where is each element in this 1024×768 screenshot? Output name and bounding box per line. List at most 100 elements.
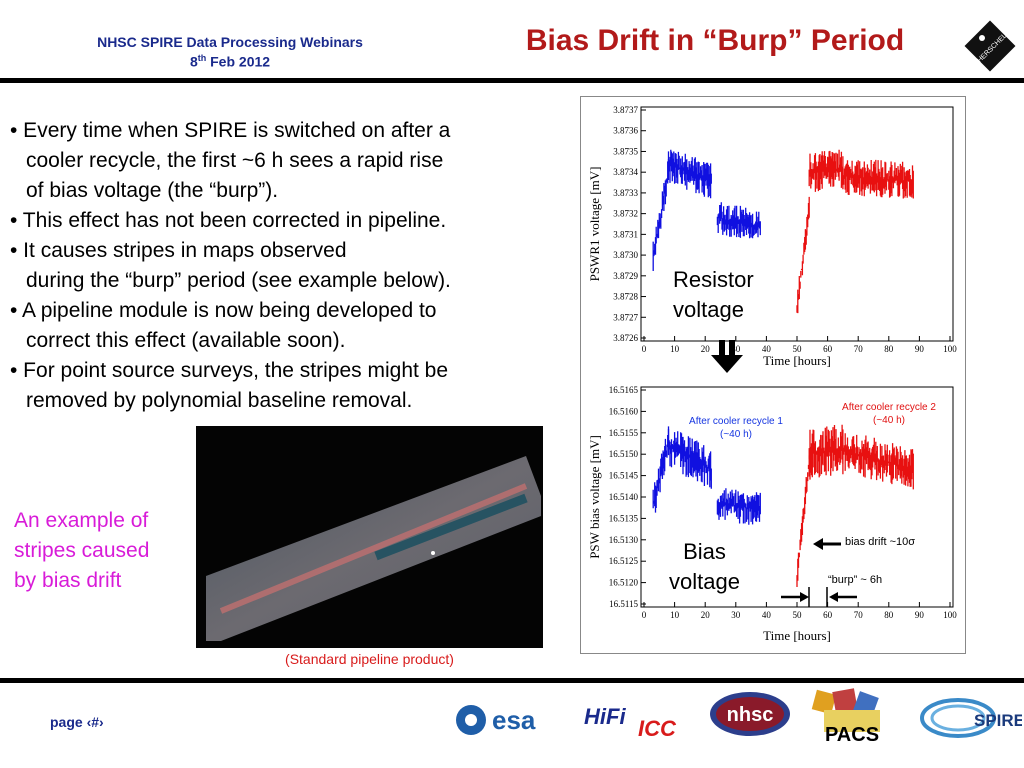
hifi-icc-logo: HiFi ICC [580, 700, 690, 741]
y-tick-label: 16.5160 [609, 406, 639, 416]
y-tick-label: 3.8736 [613, 126, 638, 136]
y-tick-label: 16.5150 [609, 449, 639, 459]
example-line: stripes caused [14, 539, 150, 562]
pacs-logo: PACS [804, 688, 896, 746]
y-tick-label: 16.5135 [609, 513, 639, 523]
top-series-recycle2 [842, 159, 914, 199]
y-tick-label: 16.5115 [609, 599, 638, 609]
x-tick-label: 10 [670, 344, 680, 354]
overlay-line: Resistor [673, 267, 754, 292]
bias-drift-note: bias drift ~10σ [845, 536, 916, 548]
y-tick-label: 3.8732 [613, 209, 638, 219]
hifi-text: HiFi [584, 704, 626, 729]
y-tick-label: 3.8731 [613, 229, 638, 239]
bias-drift-arrow-icon [813, 538, 841, 550]
overlay-line: voltage [669, 569, 740, 594]
bullet-item: • Every time when SPIRE is switched on a… [10, 119, 451, 142]
top-plot: 3.8737 3.8736 3.8735 3.8734 3.8733 3.8732 3.87… [587, 105, 957, 368]
bullet-item: • It causes stripes in maps observed [10, 239, 347, 262]
note-line: (~40 h) [873, 415, 905, 426]
y-tick-label: 3.8734 [613, 167, 638, 177]
top-series-recycle1 [667, 149, 712, 199]
x-tick-label: 60 [823, 610, 833, 620]
esa-text: esa [492, 705, 536, 735]
example-label: An example of stripes caused by bias dri… [14, 506, 194, 596]
y-tick-label: 3.8730 [613, 250, 638, 260]
burp-left-arrow-icon [781, 587, 810, 607]
esa-logo: esa [454, 702, 554, 738]
note-line: After cooler recycle 2 [842, 402, 936, 413]
icc-text: ICC [638, 716, 677, 740]
bottom-series-recycle2 [796, 455, 810, 587]
x-tick-label: 20 [701, 610, 711, 620]
overlay-line: Bias [683, 539, 726, 564]
bullet-continuation: during the “burp” period (see example be… [26, 269, 451, 292]
bullet-item: • This effect has not been corrected in … [10, 209, 447, 232]
image-caption: (Standard pipeline product) [285, 651, 454, 667]
resistor-voltage-label: Resistor voltage [673, 265, 754, 325]
x-tick-label: 40 [762, 610, 772, 620]
bullet-list: • Every time when SPIRE is switched on a… [10, 116, 570, 416]
bottom-plot: 16.5165 16.5160 16.5155 16.5150 16.5145 16.51… [587, 385, 957, 643]
herschel-logo: HERSCHEL [964, 20, 1016, 72]
x-tick-label: 10 [670, 610, 680, 620]
x-tick-label: 30 [731, 610, 741, 620]
date-day: 8 [189, 53, 198, 70]
footer-rule [0, 678, 1024, 683]
y-tick-label: 16.5140 [609, 492, 639, 502]
y-tick-label: 16.5145 [609, 471, 639, 481]
example-line: by bias drift [14, 569, 122, 592]
top-xlabel: Time [hours] [763, 353, 831, 368]
y-tick-label: 3.8733 [613, 188, 638, 198]
y-tick-label: 3.8727 [613, 312, 638, 322]
bullet-continuation: removed by polynomial baseline removal. [26, 389, 413, 412]
bottom-series-recycle2 [842, 433, 914, 490]
y-tick-label: 16.5165 [609, 385, 639, 395]
nhsc-logo: nhsc [708, 690, 792, 738]
overlay-line: voltage [673, 297, 744, 322]
bottom-xlabel: Time [hours] [763, 628, 831, 643]
webinar-date: 8th Feb 2012 [60, 50, 400, 70]
spire-logo: SPIRE [918, 694, 1024, 742]
spire-text: SPIRE [974, 711, 1022, 730]
webinar-title: NHSC SPIRE Data Processing Webinars [97, 34, 363, 50]
x-tick-label: 100 [943, 344, 957, 354]
date-rest: Feb 2012 [206, 53, 271, 70]
y-tick-label: 3.8729 [613, 271, 638, 281]
webinar-header: NHSC SPIRE Data Processing Webinars 8th … [60, 34, 400, 70]
bullet-item: • A pipeline module is now being develop… [10, 299, 437, 322]
x-tick-label: 60 [823, 344, 833, 354]
top-series-recycle1 [652, 159, 670, 271]
top-series-recycle1 [716, 202, 761, 239]
top-series-recycle2 [796, 196, 810, 314]
bullet-continuation: correct this effect (available soon). [26, 329, 346, 352]
bottom-series-recycle2 [808, 424, 844, 480]
example-line: An example of [14, 509, 149, 532]
bottom-series-recycle1 [716, 488, 761, 525]
y-tick-label: 16.5125 [609, 556, 639, 566]
y-tick-label: 16.5130 [609, 535, 639, 545]
x-tick-label: 70 [854, 610, 864, 620]
y-tick-label: 3.8735 [613, 146, 638, 156]
page-number: page ‹#› [50, 714, 104, 730]
bias-voltage-label: Bias voltage [669, 537, 740, 597]
x-tick-label: 90 [915, 344, 925, 354]
recycle2-note: After cooler recycle 2 (~40 h) [829, 401, 949, 427]
bottom-data [652, 424, 914, 587]
bullet-item: • For point source surveys, the stripes … [10, 359, 449, 382]
y-tick-label: 16.5155 [609, 428, 639, 438]
x-tick-label: 40 [762, 344, 772, 354]
bottom-series-recycle1 [652, 426, 670, 513]
x-tick-label: 90 [915, 610, 925, 620]
down-arrow-icon [711, 340, 743, 373]
x-tick-label: 100 [943, 610, 957, 620]
bullet-continuation: of bias voltage (the “burp”). [26, 179, 279, 202]
bottom-ylabel: PSW bias voltage [mV] [587, 435, 602, 559]
y-tick-label: 3.8726 [613, 333, 638, 343]
x-tick-label: 70 [854, 344, 864, 354]
x-tick-label: 0 [642, 344, 647, 354]
plots-svg: 3.8737 3.8736 3.8735 3.8734 3.8733 3.8732 3.87… [587, 105, 957, 643]
bullet-continuation: cooler recycle, the first ~6 h sees a ra… [26, 149, 444, 172]
top-series-recycle2 [808, 149, 844, 192]
plot-panel: 3.8737 3.8736 3.8735 3.8734 3.8733 3.8732 3.87… [580, 96, 966, 654]
